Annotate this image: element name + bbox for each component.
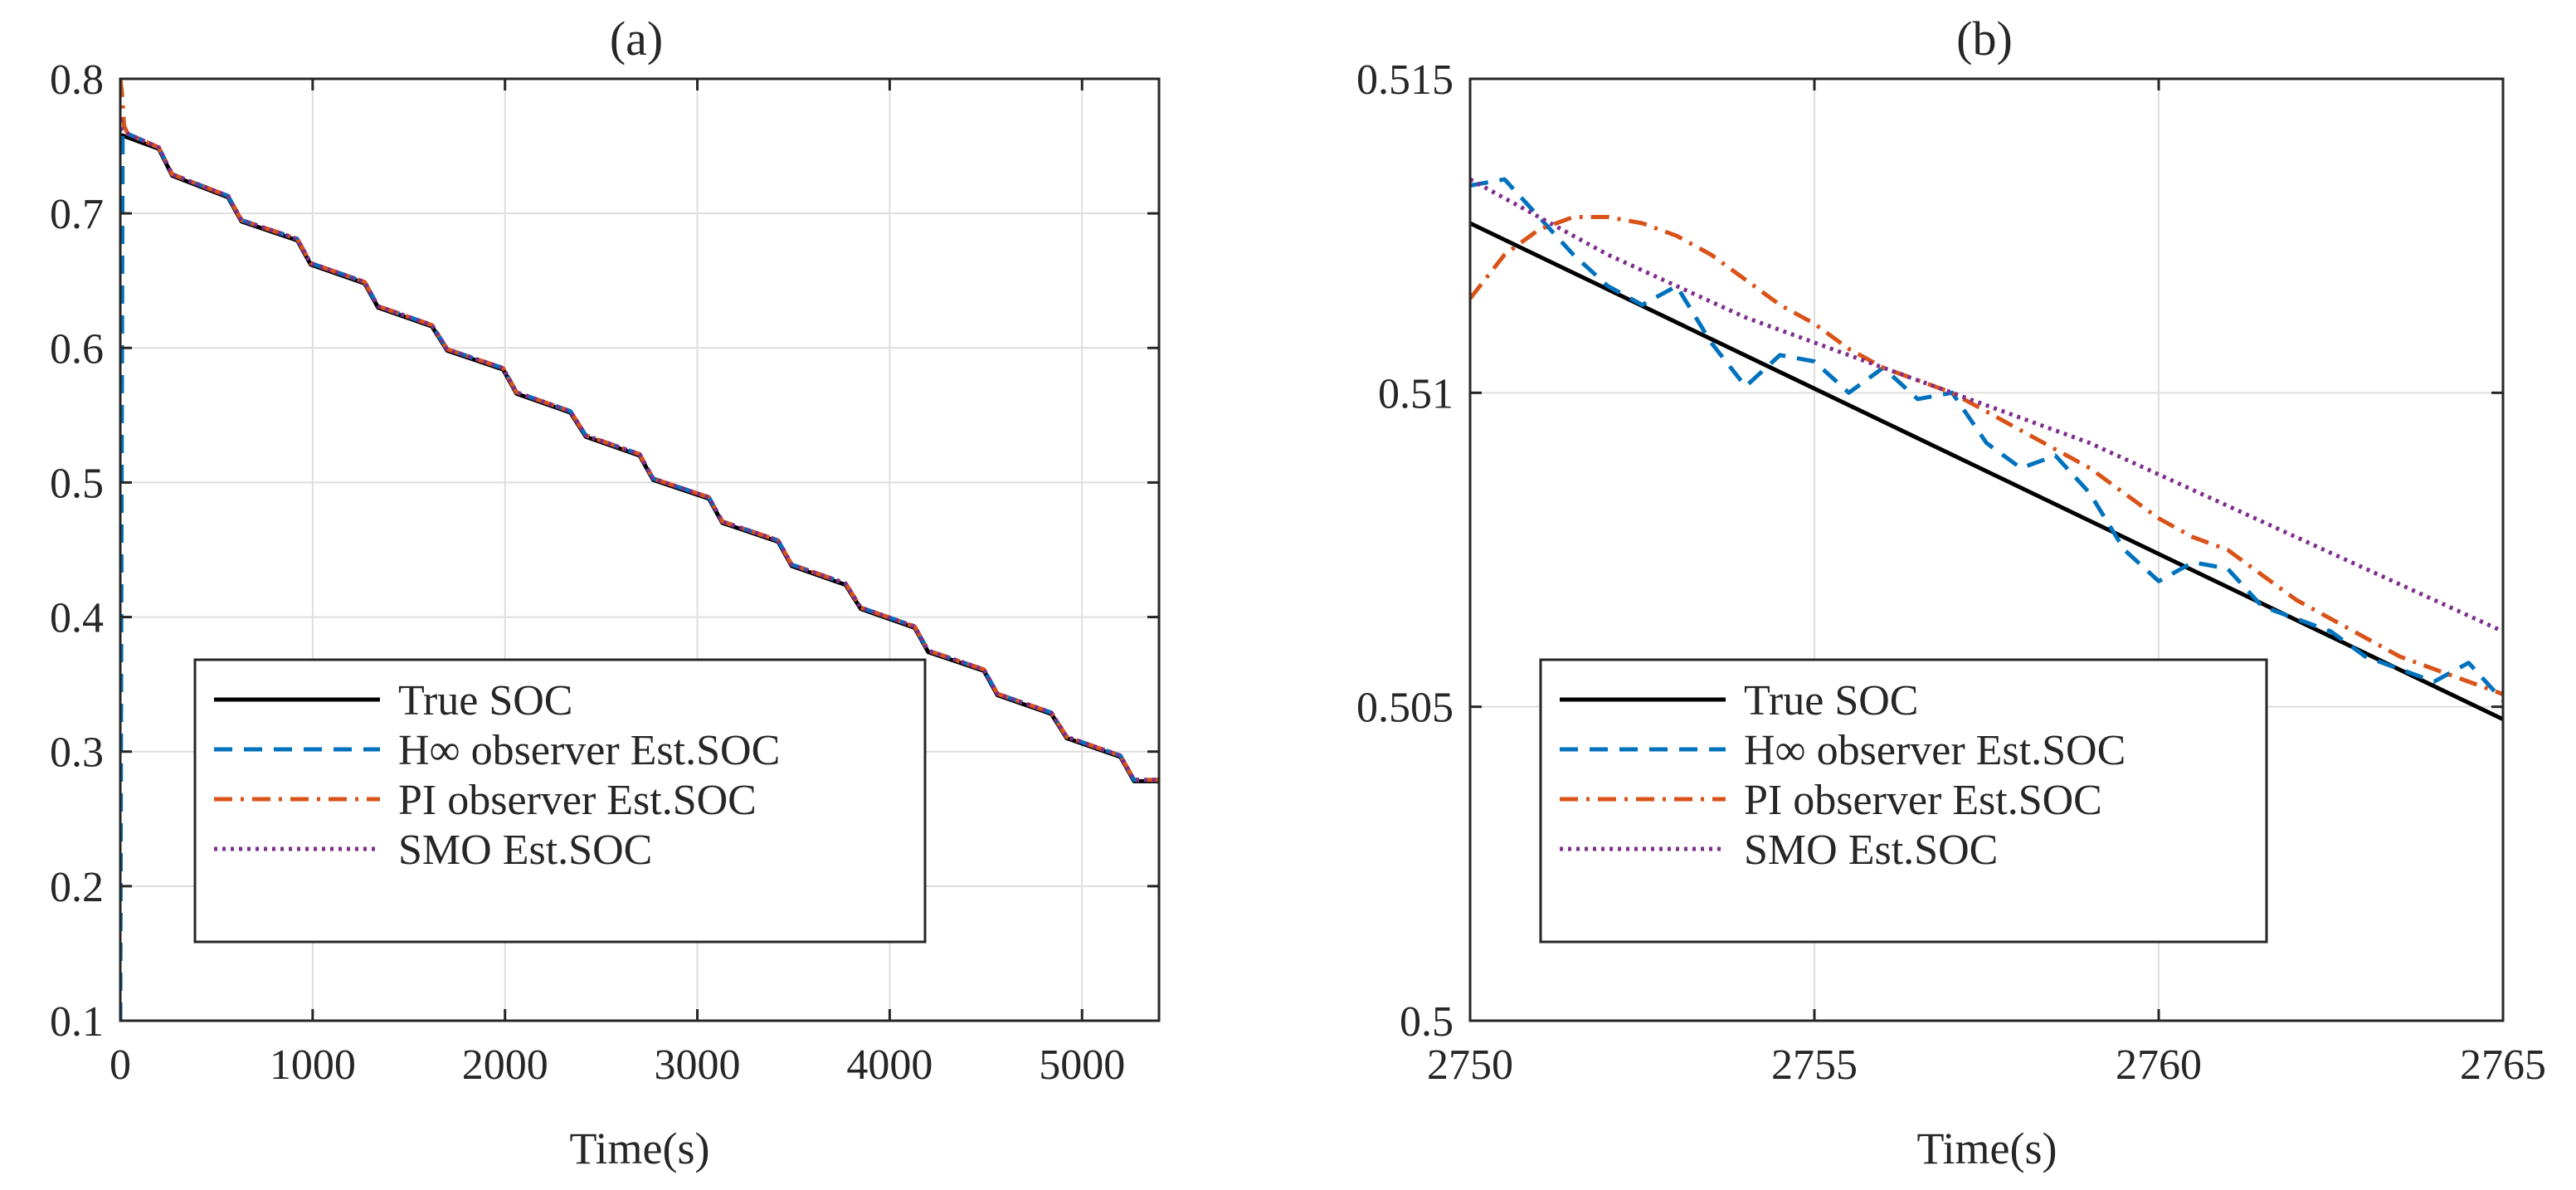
- panel-a-ticks: [119, 77, 1159, 1022]
- panel-b-legend-label-0: True SOC: [1744, 677, 1919, 724]
- panel-b-xtick-label: 2765: [2460, 1041, 2546, 1089]
- panel-a-xtick-label: 2000: [462, 1041, 548, 1089]
- panel-a-xlabel: Time(s): [569, 1124, 709, 1173]
- panel-a-xtick-label: 3000: [655, 1041, 741, 1089]
- panel-b-xtick-label: 2760: [2116, 1041, 2202, 1089]
- panel-b-frame: [1468, 77, 2505, 1022]
- panel-a-legend-label-1: H∞ observer Est.SOC: [398, 727, 780, 774]
- panel-a: (a) 0 1000 2000 3000 4000 5000 0.10.20.30.40.…: [50, 12, 1161, 1173]
- panel-b-series-line-2: [1470, 215, 2503, 696]
- panel-a-xtick-label: 0: [110, 1041, 131, 1089]
- panel-a-xtick-label: 5000: [1039, 1041, 1125, 1089]
- panel-a-legend-label-3: SMO Est.SOC: [398, 827, 652, 874]
- panel-a-ytick-label: 0.1: [50, 998, 104, 1046]
- panel-b-series: [1470, 177, 2503, 722]
- panel-b-ytick-label: 0.505: [1356, 685, 1454, 732]
- panel-a-ytick-label: 0.5: [50, 460, 104, 507]
- panel-b: (b) 2750 2755 2760 2765 0.5 0.505 0.51 0.515 T…: [1356, 12, 2546, 1173]
- panel-a-legend-label-0: True SOC: [398, 677, 573, 724]
- panel-b-series-line-1: [1470, 177, 2503, 702]
- panel-a-xtick-label: 4000: [846, 1041, 933, 1089]
- panel-b-series-line-3: [1470, 177, 2503, 634]
- panel-b-legend-box: [1539, 658, 2268, 944]
- panel-b-xlabel: Time(s): [1916, 1124, 2057, 1173]
- panel-a-title: (a): [610, 12, 663, 66]
- panel-a-ytick-label: 0.7: [50, 191, 104, 238]
- panel-b-legend-label-1: H∞ observer Est.SOC: [1744, 727, 2126, 774]
- panel-b-title: (b): [1956, 12, 2013, 66]
- panel-a-frame: [119, 77, 1161, 1022]
- panel-a-ytick-labels: 0.1 0.2 0.3 0.4 0.5 0.6 0.7 0.8: [50, 56, 104, 1046]
- panel-b-xtick-label: 2750: [1427, 1041, 1513, 1089]
- panel-a-ytick-label: 0.8: [50, 56, 104, 104]
- panel-a-ytick-label: 0.2: [50, 864, 104, 911]
- panel-a-xtick-label: 1000: [270, 1041, 356, 1089]
- panel-b-xtick-labels: 2750 2755 2760 2765: [1427, 1041, 2546, 1089]
- panel-a-ytick-label: 0.4: [50, 595, 104, 642]
- panel-a-series: [120, 79, 1159, 1021]
- panel-a-legend-label-2: PI observer Est.SOC: [398, 777, 757, 824]
- panel-b-ytick-label: 0.5: [1400, 998, 1454, 1046]
- panel-b-legend-label-3: SMO Est.SOC: [1744, 827, 1998, 874]
- panel-b-xtick-label: 2755: [1771, 1041, 1858, 1089]
- panel-b-ytick-labels: 0.5 0.505 0.51 0.515: [1356, 56, 1454, 1046]
- panel-b-ytick-label: 0.515: [1356, 56, 1454, 104]
- panel-a-legend-box: [193, 658, 927, 944]
- panel-b-legend-label-2: PI observer Est.SOC: [1744, 777, 2102, 824]
- panel-a-ytick-label: 0.6: [50, 325, 104, 373]
- panel-a-ytick-label: 0.3: [50, 729, 104, 777]
- panel-b-ticks: [1468, 77, 2505, 1022]
- panel-b-ytick-label: 0.51: [1378, 370, 1454, 417]
- panel-a-xtick-labels: 0 1000 2000 3000 4000 5000: [110, 1041, 1125, 1089]
